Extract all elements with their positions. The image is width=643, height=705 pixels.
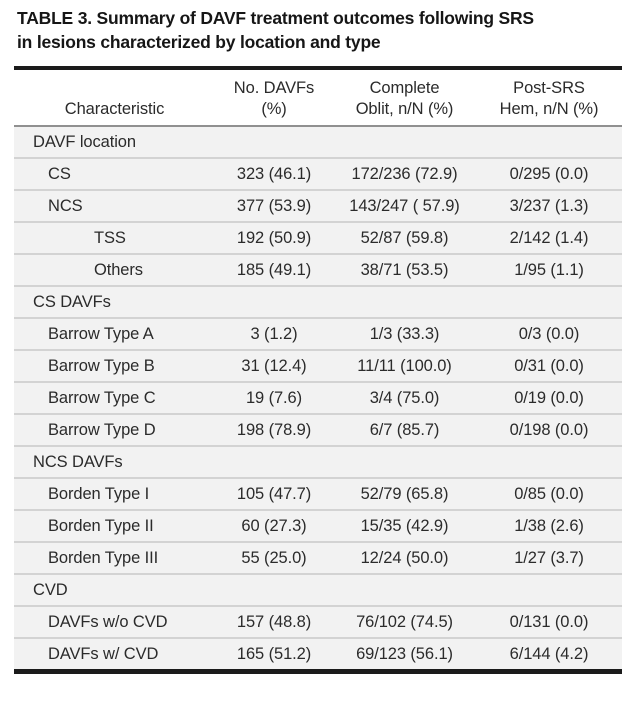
cell-value: 52/79 (65.8) — [360, 484, 449, 503]
cell-value: 0/31 (0.0) — [514, 356, 584, 375]
row-label: Barrow Type D — [48, 420, 156, 439]
table-row: DAVFs w/o CVD 157 (48.8) 76/102 (74.5) 0/13… — [14, 605, 622, 637]
cell-value: 19 (7.6) — [245, 388, 303, 407]
table-caption-line1: TABLE 3. Summary of DAVF treatment outco… — [17, 8, 534, 28]
cell-value: 12/24 (50.0) — [360, 548, 449, 567]
row-label: TSS — [94, 228, 126, 247]
table-row: Barrow Type A 3 (1.2) 1/3 (33.3) 0/3 (0.0) — [14, 317, 622, 349]
cell-value: 185 (49.1) — [236, 260, 312, 279]
section-header-row: DAVF location — [14, 127, 622, 157]
cell-value: 377 (53.9) — [236, 196, 312, 215]
cell-value: 0/295 (0.0) — [509, 164, 589, 183]
row-label: Borden Type II — [48, 516, 154, 535]
section-header-row: CS DAVFs — [14, 285, 622, 317]
cell-value: 157 (48.8) — [236, 612, 312, 631]
cell-value: 6/144 (4.2) — [509, 644, 589, 663]
cell-value: 76/102 (74.5) — [356, 612, 453, 631]
column-header-characteristic: Characteristic — [64, 100, 165, 118]
cell-value: 15/35 (42.9) — [360, 516, 449, 535]
cell-value: 6/7 (85.7) — [369, 420, 440, 439]
row-label: NCS — [48, 196, 83, 215]
cell-value: 1/95 (1.1) — [514, 260, 584, 279]
section-label: CS DAVFs — [33, 292, 111, 311]
section-label: NCS DAVFs — [33, 452, 123, 471]
table-row: CS 323 (46.1) 172/236 (72.9) 0/295 (0.0) — [14, 157, 622, 189]
cell-value: 2/142 (1.4) — [509, 228, 589, 247]
row-label: Others — [94, 260, 143, 279]
table-row: NCS 377 (53.9) 143/247 ( 57.9) 3/237 (1.3) — [14, 189, 622, 221]
cell-value: 143/247 ( 57.9) — [349, 196, 460, 215]
cell-value: 1/3 (33.3) — [369, 324, 440, 343]
cell-value: 172/236 (72.9) — [351, 164, 458, 183]
column-header-no-davfs: No. DAVFs (%) — [233, 79, 315, 118]
cell-value: 3/4 (75.0) — [369, 388, 440, 407]
table-row: Borden Type III 55 (25.0) 12/24 (50.0) 1/27… — [14, 541, 622, 573]
table-caption: TABLE 3. Summary of DAVF treatment outco… — [17, 6, 623, 54]
cell-value: 60 (27.3) — [241, 516, 307, 535]
cell-value: 192 (50.9) — [236, 228, 312, 247]
table-row: TSS 192 (50.9) 52/87 (59.8) 2/142 (1.4) — [14, 221, 622, 253]
cell-value: 38/71 (53.5) — [360, 260, 449, 279]
cell-value: 0/131 (0.0) — [509, 612, 589, 631]
cell-value: 31 (12.4) — [241, 356, 307, 375]
table-row: Borden Type I 105 (47.7) 52/79 (65.8) 0/85 … — [14, 477, 622, 509]
section-label: DAVF location — [33, 132, 136, 151]
cell-value: 69/123 (56.1) — [356, 644, 453, 663]
table-row: Borden Type II 60 (27.3) 15/35 (42.9) 1/38 … — [14, 509, 622, 541]
row-label: Borden Type III — [48, 548, 159, 567]
row-label: Barrow Type C — [48, 388, 156, 407]
column-header-post-srs-hem: Post-SRS Hem, n/N (%) — [499, 79, 599, 118]
cell-value: 3/237 (1.3) — [509, 196, 589, 215]
cell-value: 0/85 (0.0) — [514, 484, 584, 503]
table-row: Others 185 (49.1) 38/71 (53.5) 1/95 (1.1) — [14, 253, 622, 285]
row-label: Barrow Type B — [48, 356, 155, 375]
cell-value: 1/27 (3.7) — [514, 548, 584, 567]
table-row: Barrow Type B 31 (12.4) 11/11 (100.0) 0/31 … — [14, 349, 622, 381]
table-row: DAVFs w/ CVD 165 (51.2) 69/123 (56.1) 6/144… — [14, 637, 622, 669]
row-label: DAVFs w/ CVD — [48, 644, 159, 663]
cell-value: 323 (46.1) — [236, 164, 312, 183]
table-row: Barrow Type C 19 (7.6) 3/4 (75.0) 0/19 (0.0… — [14, 381, 622, 413]
cell-value: 3 (1.2) — [250, 324, 298, 343]
cell-value: 55 (25.0) — [241, 548, 307, 567]
table-header-row: Characteristic No. DAVFs (%) Complete Ob… — [14, 70, 622, 127]
table-row: Barrow Type D 198 (78.9) 6/7 (85.7) 0/198 (… — [14, 413, 622, 445]
row-label: CS — [48, 164, 71, 183]
row-label: DAVFs w/o CVD — [48, 612, 168, 631]
cell-value: 198 (78.9) — [236, 420, 312, 439]
cell-value: 0/198 (0.0) — [509, 420, 589, 439]
section-header-row: NCS DAVFs — [14, 445, 622, 477]
davf-outcomes-table: Characteristic No. DAVFs (%) Complete Ob… — [14, 66, 622, 674]
section-header-row: CVD — [14, 573, 622, 605]
cell-value: 1/38 (2.6) — [514, 516, 584, 535]
column-header-complete-oblit: Complete Oblit, n/N (%) — [355, 79, 454, 118]
cell-value: 105 (47.7) — [236, 484, 312, 503]
row-label: Barrow Type A — [48, 324, 154, 343]
section-label: CVD — [33, 580, 68, 599]
cell-value: 52/87 (59.8) — [360, 228, 449, 247]
row-label: Borden Type I — [48, 484, 150, 503]
cell-value: 0/3 (0.0) — [518, 324, 580, 343]
table-body: DAVF location CS 323 (46.1) 172/236 (72.9) 0… — [14, 127, 622, 669]
cell-value: 11/11 (100.0) — [357, 356, 452, 375]
table-caption-line2: in lesions characterized by location and… — [17, 32, 381, 52]
cell-value: 165 (51.2) — [236, 644, 312, 663]
cell-value: 0/19 (0.0) — [514, 388, 584, 407]
